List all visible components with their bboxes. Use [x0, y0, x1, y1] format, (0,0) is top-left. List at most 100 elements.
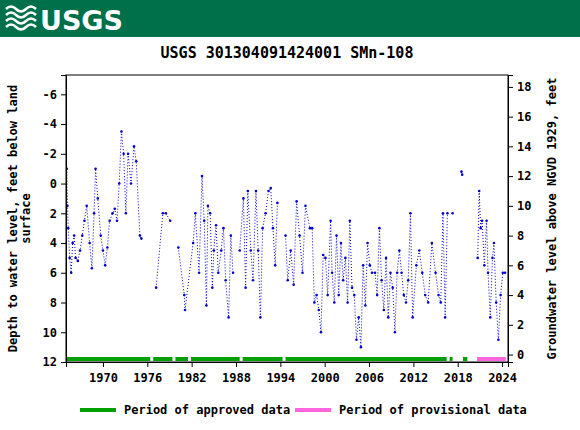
data-point: [264, 212, 267, 215]
data-point: [140, 237, 143, 240]
data-point: [301, 271, 304, 274]
period-bar: [450, 357, 453, 361]
y-tick-label: 10: [43, 326, 57, 340]
header-banner: [0, 0, 580, 37]
y-axis-line: [61, 76, 67, 363]
y2-tick: 16: [508, 110, 531, 124]
data-point: [68, 257, 71, 260]
y2-tick-mark: [508, 117, 513, 118]
data-point: [259, 316, 262, 319]
data-point: [444, 316, 447, 319]
data-point: [309, 227, 312, 230]
y2-tick-label: 0: [517, 348, 524, 362]
data-point: [504, 271, 507, 274]
data-point: [442, 212, 445, 215]
data-point: [207, 205, 210, 208]
x-tick: 1988: [222, 362, 251, 385]
data-point: [360, 346, 363, 349]
y-tick-mark: [61, 154, 66, 155]
title: USGS 301304091424001 SMn-108: [161, 44, 414, 62]
x-tick-label: 2018: [444, 371, 473, 385]
y2-tick: 6: [508, 259, 524, 273]
x-tick-mark: [502, 362, 503, 367]
y2-tick: 10: [508, 199, 531, 213]
data-point: [351, 286, 354, 289]
data-point: [398, 249, 401, 252]
data-point: [74, 257, 77, 260]
data-point: [424, 294, 427, 297]
data-point: [489, 316, 492, 319]
plot-frame: [66, 75, 508, 362]
data-point: [385, 257, 388, 260]
data-point: [340, 242, 343, 245]
data-point: [244, 286, 247, 289]
y2-axis: 024681012141618: [508, 76, 531, 363]
data-point: [83, 219, 86, 222]
x-tick-mark: [325, 362, 326, 367]
data-point: [407, 279, 410, 282]
data-point: [315, 294, 318, 297]
data-line: [286, 201, 448, 347]
y-tick-label: 0: [50, 177, 57, 191]
data-point: [476, 257, 479, 260]
y-tick-label: 6: [50, 266, 57, 280]
x-tick: 2018: [444, 362, 473, 385]
data-point: [353, 294, 356, 297]
data-point: [331, 271, 334, 274]
y-tick-mark: [61, 213, 66, 214]
y2-tick-label: 16: [517, 110, 531, 124]
data-point: [380, 279, 383, 282]
x-tick: 1976: [133, 362, 162, 385]
y-tick-label: -2: [43, 147, 57, 161]
data-point: [344, 257, 347, 260]
data-point: [192, 242, 195, 245]
x-tick-mark: [236, 362, 237, 367]
period-bar: [463, 357, 467, 361]
data-point: [324, 257, 327, 260]
y2-tick: 0: [508, 348, 524, 362]
data-point: [396, 271, 399, 274]
x-tick-label: 2024: [488, 371, 517, 385]
y-tick-mark: [61, 124, 66, 125]
y2-tick-mark: [508, 236, 513, 237]
data-point: [133, 145, 136, 148]
y-tick: 6: [50, 266, 66, 280]
period-bar: [286, 357, 447, 361]
y2-tick-mark: [508, 146, 513, 147]
data-point: [295, 200, 298, 203]
data-point: [335, 234, 338, 237]
y-tick-label: 8: [50, 296, 57, 310]
y2-tick-label: 6: [517, 259, 524, 273]
y-tick: 0: [50, 177, 66, 191]
data-point: [409, 212, 412, 215]
data-point: [446, 212, 449, 215]
data-point: [238, 249, 241, 252]
x-tick: 2006: [355, 362, 384, 385]
data-point: [108, 219, 111, 222]
data-point: [183, 294, 186, 297]
data-point: [289, 249, 292, 252]
data-point: [493, 242, 496, 245]
y-tick-mark: [61, 273, 66, 274]
data-line: [178, 176, 233, 317]
data-point: [261, 227, 264, 230]
data-point: [437, 294, 440, 297]
data-point: [242, 197, 245, 200]
data-point: [329, 219, 332, 222]
y-tick: 8: [50, 296, 66, 310]
data-point: [85, 205, 88, 208]
data-point: [274, 264, 277, 267]
x-tick-label: 1988: [222, 371, 251, 385]
data-line: [478, 191, 505, 340]
y2-tick: 2: [508, 318, 524, 332]
y2-tick-label: 2: [517, 318, 524, 332]
data-point: [215, 224, 218, 227]
data-point: [366, 242, 369, 245]
data-point: [203, 219, 206, 222]
data-point: [400, 271, 403, 274]
data-point: [376, 294, 379, 297]
logo-text: USGS: [40, 5, 123, 36]
data-point: [487, 271, 490, 274]
data-point: [227, 316, 230, 319]
x-tick-label: 2006: [355, 371, 384, 385]
